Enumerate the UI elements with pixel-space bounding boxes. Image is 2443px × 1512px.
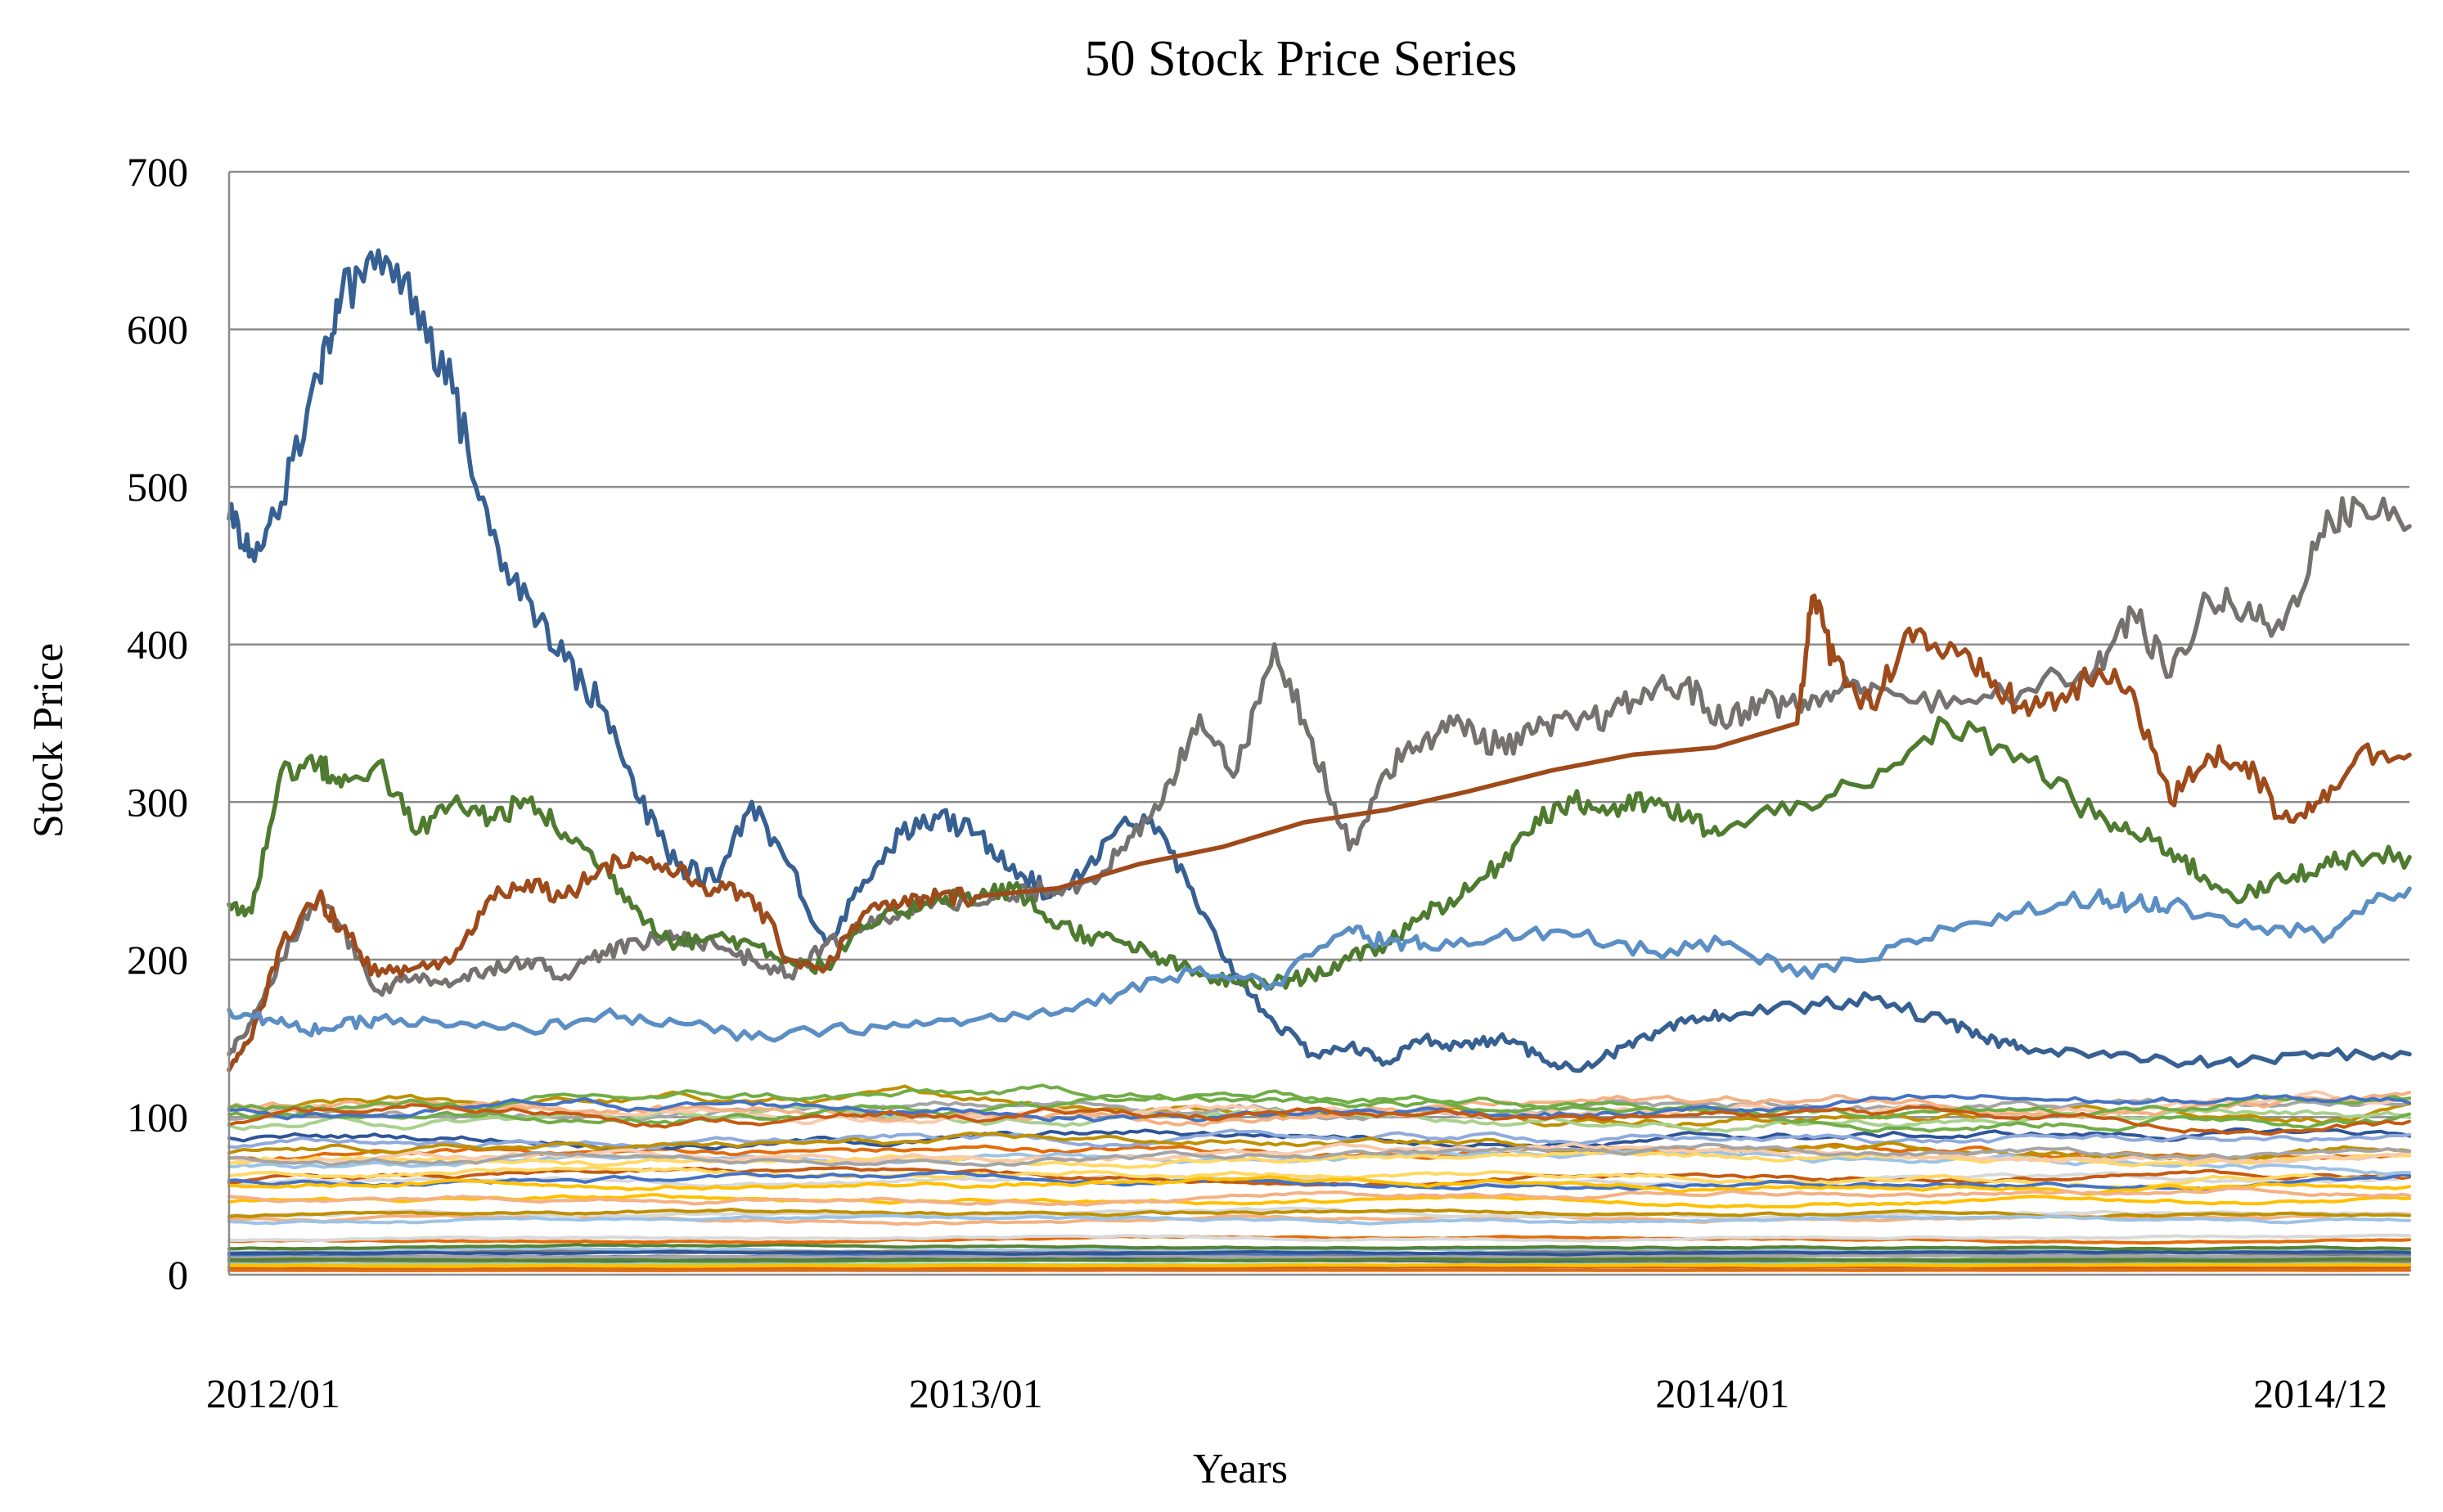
y-tick-label: 600 xyxy=(127,307,188,353)
y-tick-label: 400 xyxy=(127,622,188,668)
background-series-line xyxy=(227,1233,2411,1243)
series-line-series-a xyxy=(227,248,2412,1073)
series-line-series-e xyxy=(227,886,2412,1043)
background-series-line xyxy=(227,1170,2411,1191)
background-series-line xyxy=(227,1253,2411,1260)
background-series-line xyxy=(227,1141,2411,1165)
axes xyxy=(227,172,2409,1276)
y-tick-label: 100 xyxy=(127,1094,188,1140)
background-series-line xyxy=(227,1093,2411,1123)
x-tick-label: 2012/01 xyxy=(206,1370,340,1416)
series-line-series-d xyxy=(227,593,2412,1073)
background-series-line xyxy=(227,1091,2411,1126)
background-series-line xyxy=(227,1142,2411,1168)
x-axis-label: Years xyxy=(1193,1446,1288,1492)
background-series-line xyxy=(227,1262,2411,1268)
y-tick-label: 0 xyxy=(168,1252,188,1298)
x-tick-label: 2014/01 xyxy=(1655,1370,1789,1416)
background-series-line xyxy=(227,1150,2411,1169)
background-series-line xyxy=(227,1175,2411,1196)
chart-title: 50 Stock Price Series xyxy=(1085,31,1518,87)
background-series xyxy=(227,1083,2411,1273)
background-series-line xyxy=(227,1213,2411,1226)
background-series-line xyxy=(227,1186,2411,1207)
highlighted-series xyxy=(227,248,2412,1073)
y-tick-label: 500 xyxy=(127,464,188,510)
background-series-line xyxy=(227,1103,2411,1136)
y-tick-label: 700 xyxy=(127,149,188,195)
background-series-line xyxy=(227,1268,2411,1272)
background-series-line xyxy=(227,1128,2411,1150)
background-series-line xyxy=(227,1131,2411,1163)
background-series-line xyxy=(227,1243,2411,1251)
x-tick-labels: 2012/01 2013/01 2014/01 2014/12 xyxy=(206,1370,2387,1416)
series-line-series-c xyxy=(227,715,2412,991)
background-series-line xyxy=(227,1193,2411,1209)
y-tick-labels: 0 100 200 300 400 500 600 700 xyxy=(127,149,188,1298)
x-tick-label: 2013/01 xyxy=(909,1370,1043,1416)
y-tick-label: 200 xyxy=(127,937,188,983)
y-tick-label: 300 xyxy=(127,779,188,825)
background-series-line xyxy=(227,1249,2411,1257)
background-series-line xyxy=(227,1257,2411,1263)
background-series-line xyxy=(227,1206,2411,1221)
background-series-line xyxy=(227,1235,2411,1245)
y-axis-label: Stock Price xyxy=(25,643,72,838)
x-tick-label: 2014/12 xyxy=(2253,1370,2387,1416)
